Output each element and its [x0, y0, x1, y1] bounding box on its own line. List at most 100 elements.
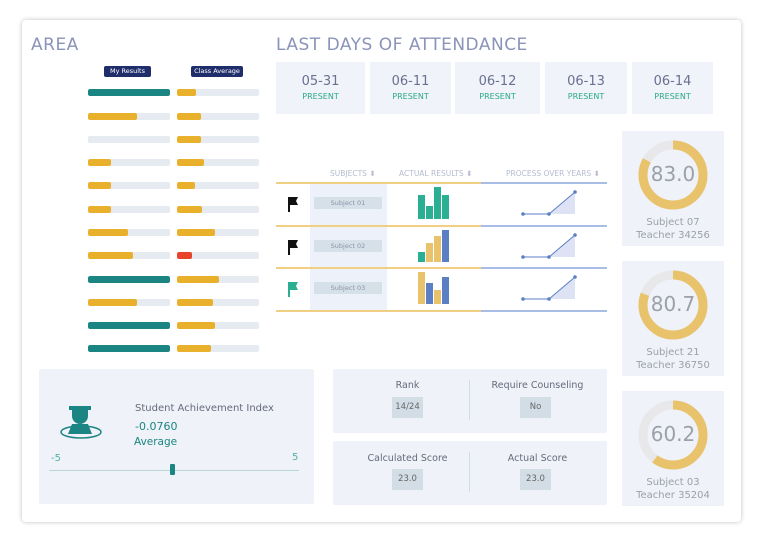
my-result-bar-fill [88, 182, 111, 189]
attendance-title: LAST DAYS OF ATTENDANCE [276, 35, 528, 55]
class-average-bar [177, 136, 259, 143]
flag-icon[interactable] [287, 196, 299, 216]
class-average-bar [177, 322, 259, 329]
achievement-label: Student Achievement Index [135, 403, 274, 414]
donut-subject: Subject 03 [646, 477, 700, 488]
class-average-bar-fill [177, 276, 219, 283]
subject-score-card[interactable]: 60.2 Subject 03 Teacher 35204 [622, 391, 724, 506]
my-result-bar [88, 276, 170, 283]
trend-point [573, 190, 577, 194]
subject-score-card[interactable]: 80.7 Subject 21 Teacher 36750 [622, 261, 724, 376]
student-graduate-icon [60, 406, 102, 439]
result-bar [442, 230, 449, 262]
trend-point [573, 275, 577, 279]
actual-score-value: 23.0 [520, 469, 551, 490]
class-average-bar-fill [177, 252, 192, 259]
donut-teacher: Teacher 35204 [636, 490, 710, 501]
class-average-bar-fill [177, 113, 201, 120]
my-result-bar-fill [88, 113, 138, 120]
actual-score-label: Actual Score [507, 453, 568, 464]
flag-icon[interactable] [287, 281, 299, 301]
row-divider [481, 267, 607, 269]
class-average-bar [177, 299, 259, 306]
counseling-value: No [520, 397, 551, 418]
score-panel [333, 441, 607, 505]
subject-label: Subject 01 [314, 197, 382, 209]
my-result-bar-fill [88, 299, 138, 306]
row-divider [481, 225, 607, 227]
calculated-score-label: Calculated Score [367, 453, 448, 464]
slider-max: 5 [292, 452, 299, 463]
attendance-status: PRESENT [654, 92, 691, 101]
class-average-bar-fill [177, 206, 202, 213]
class-average-bar-fill [177, 159, 205, 166]
trend-point [573, 233, 577, 237]
my-result-bar-fill [88, 229, 129, 236]
donut-teacher: Teacher 36750 [636, 360, 710, 371]
actual-results-header[interactable]: ACTUAL RESULTS ⬍ [399, 169, 473, 178]
attendance-day: 06-14 PRESENT [632, 62, 713, 114]
my-result-bar [88, 159, 170, 166]
trend-point [547, 297, 551, 301]
attendance-date: 06-14 [653, 74, 692, 89]
trend-point [547, 255, 551, 259]
attendance-day: 06-12 PRESENT [455, 62, 540, 114]
counseling-label: Require Counseling [491, 380, 584, 391]
donut-value: 80.7 [650, 292, 696, 316]
class-average-bar-fill [177, 89, 196, 96]
class-average-bar [177, 345, 259, 352]
row-divider [481, 310, 607, 312]
attendance-day: 06-13 PRESENT [545, 62, 627, 114]
my-result-bar [88, 322, 170, 329]
result-bar [418, 195, 425, 219]
donut-value: 60.2 [650, 422, 696, 446]
class-average-bar [177, 252, 259, 259]
class-average-bar [177, 276, 259, 283]
subject-label: Subject 02 [314, 240, 382, 252]
trend-sparkline [521, 233, 577, 259]
row-divider [276, 182, 481, 184]
score-donut [638, 140, 708, 210]
result-bar [426, 205, 433, 219]
subjects-header[interactable]: SUBJECTS ⬍ [330, 169, 376, 178]
my-result-bar [88, 182, 170, 189]
row-divider [276, 310, 481, 312]
subject-score-card[interactable]: 83.0 Subject 07 Teacher 34256 [622, 131, 724, 246]
trend-sparkline [521, 190, 577, 216]
trend-point [521, 255, 525, 259]
achievement-value: -0.0760 [135, 420, 178, 433]
class-average-bar [177, 89, 259, 96]
my-result-bar-fill [88, 252, 134, 259]
row-divider [276, 225, 481, 227]
calculated-score-value: 23.0 [392, 469, 423, 490]
rank-value: 14/24 [392, 397, 423, 418]
my-result-bar [88, 89, 170, 96]
score-donut [638, 400, 708, 470]
class-average-bar [177, 113, 259, 120]
donut-subject: Subject 07 [646, 217, 700, 228]
result-bar [426, 242, 433, 262]
attendance-date: 06-13 [567, 74, 605, 89]
result-bar [434, 236, 441, 262]
my-result-bar [88, 136, 170, 143]
result-bar [418, 272, 425, 304]
donut-teacher: Teacher 34256 [636, 230, 710, 241]
slider-min: -5 [51, 453, 61, 464]
result-bar [426, 283, 433, 304]
my-result-bar [88, 345, 170, 352]
process-header[interactable]: PROCESS OVER YEARS ⬍ [506, 169, 600, 178]
result-bar [434, 187, 441, 219]
flag-icon[interactable] [287, 239, 299, 259]
area-title: AREA [31, 35, 79, 55]
my-result-bar-fill [88, 89, 170, 96]
my-result-bar-fill [88, 159, 111, 166]
my-results-legend: My Results [104, 66, 151, 77]
row-divider [276, 267, 481, 269]
result-bar [434, 289, 441, 304]
attendance-status: PRESENT [479, 92, 516, 101]
my-result-bar-fill [88, 206, 111, 213]
subject-label: Subject 03 [314, 282, 382, 294]
result-bar [418, 252, 425, 262]
attendance-date: 05-31 [301, 74, 340, 89]
achievement-slider-thumb[interactable] [170, 464, 176, 475]
